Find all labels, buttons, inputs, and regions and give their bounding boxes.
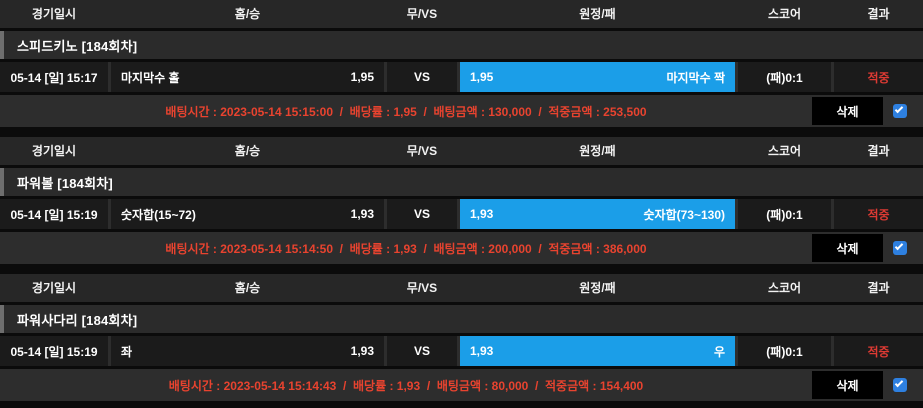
table-header: 경기일시 홈/승 무/VS 원정/패 스코어 결과 (0, 137, 923, 165)
away-pick-odds: 1,93 (470, 344, 494, 358)
match-row: 05-14 [일] 15:19 숫자합(15~72) 1,93 VS 1,93 … (0, 199, 923, 229)
column-header-score: 스코어 (738, 0, 831, 28)
away-pick-cell-selected[interactable]: 1,93 숫자합(73~130) (460, 199, 735, 229)
home-pick-cell[interactable]: 마지막수 홀 1,95 (111, 62, 384, 92)
bet-info-text: 배팅시간 : 2023-05-14 15:14:43 / 배당률 : 1,93 … (168, 378, 644, 393)
match-datetime: 05-14 [일] 15:19 (0, 199, 108, 229)
check-icon (894, 104, 904, 114)
column-header-away: 원정/패 (460, 274, 735, 302)
vs-cell: VS (387, 199, 457, 229)
bet-section-speedkeno: 경기일시 홈/승 무/VS 원정/패 스코어 결과 스피드키노 [184회차] … (0, 0, 923, 127)
away-pick-odds: 1,93 (470, 207, 494, 221)
home-pick-cell[interactable]: 숫자합(15~72) 1,93 (111, 199, 384, 229)
away-pick-label: 마지막수 짝 (666, 70, 725, 85)
home-pick-cell[interactable]: 좌 1,93 (111, 336, 384, 366)
column-header-result: 결과 (834, 137, 923, 165)
bet-section-powerball: 경기일시 홈/승 무/VS 원정/패 스코어 결과 파워볼 [184회차] 05… (0, 137, 923, 264)
column-header-away: 원정/패 (460, 0, 735, 28)
column-header-result: 결과 (834, 0, 923, 28)
column-header-score: 스코어 (738, 137, 831, 165)
score-cell: (패)0:1 (738, 62, 831, 92)
score-cell: (패)0:1 (738, 336, 831, 366)
vs-cell: VS (387, 62, 457, 92)
away-pick-odds: 1,95 (470, 70, 494, 84)
bet-info-row: 배팅시간 : 2023-05-14 15:14:50 / 배당률 : 1,93 … (0, 232, 923, 264)
result-badge: 적중 (834, 199, 923, 229)
match-datetime: 05-14 [일] 15:19 (0, 336, 108, 366)
match-datetime: 05-14 [일] 15:17 (0, 62, 108, 92)
bet-info-text: 배팅시간 : 2023-05-14 15:14:50 / 배당률 : 1,93 … (165, 241, 647, 256)
score-cell: (패)0:1 (738, 199, 831, 229)
home-pick-odds: 1,93 (350, 207, 374, 221)
column-header-result: 결과 (834, 274, 923, 302)
away-pick-label: 우 (713, 344, 725, 359)
bet-info-text: 배팅시간 : 2023-05-14 15:15:00 / 배당률 : 1,95 … (165, 104, 647, 119)
result-badge: 적중 (834, 62, 923, 92)
row-checkbox[interactable] (893, 241, 907, 255)
home-pick-odds: 1,95 (350, 70, 374, 84)
bet-info-row: 배팅시간 : 2023-05-14 15:15:00 / 배당률 : 1,95 … (0, 95, 923, 127)
bet-section-powerladder: 경기일시 홈/승 무/VS 원정/패 스코어 결과 파워사다리 [184회차] … (0, 274, 923, 401)
check-icon (894, 378, 904, 388)
delete-button[interactable]: 삭제 (812, 234, 883, 262)
column-header-draw: 무/VS (387, 0, 457, 28)
game-title: 스피드키노 [184회차] (17, 38, 138, 54)
home-pick-label: 숫자합(15~72) (121, 207, 196, 222)
home-pick-label: 마지막수 홀 (121, 70, 180, 85)
column-header-home: 홈/승 (111, 0, 384, 28)
row-checkbox[interactable] (893, 104, 907, 118)
column-header-draw: 무/VS (387, 274, 457, 302)
delete-button[interactable]: 삭제 (812, 97, 883, 125)
game-title-row: 스피드키노 [184회차] (0, 31, 923, 59)
column-header-home: 홈/승 (111, 137, 384, 165)
away-pick-cell-selected[interactable]: 1,93 우 (460, 336, 735, 366)
column-header-draw: 무/VS (387, 137, 457, 165)
result-badge: 적중 (834, 336, 923, 366)
game-title: 파워볼 [184회차] (17, 175, 113, 191)
column-header-score: 스코어 (738, 274, 831, 302)
column-header-datetime: 경기일시 (0, 0, 108, 28)
row-checkbox[interactable] (893, 378, 907, 392)
home-pick-odds: 1,93 (350, 344, 374, 358)
game-title-row: 파워볼 [184회차] (0, 168, 923, 196)
match-row: 05-14 [일] 15:17 마지막수 홀 1,95 VS 1,95 마지막수… (0, 62, 923, 92)
column-header-datetime: 경기일시 (0, 137, 108, 165)
table-header: 경기일시 홈/승 무/VS 원정/패 스코어 결과 (0, 0, 923, 28)
game-title: 파워사다리 [184회차] (17, 312, 138, 328)
check-icon (894, 241, 904, 251)
home-pick-label: 좌 (121, 344, 133, 359)
bet-info-row: 배팅시간 : 2023-05-14 15:14:43 / 배당률 : 1,93 … (0, 369, 923, 401)
vs-cell: VS (387, 336, 457, 366)
away-pick-cell-selected[interactable]: 1,95 마지막수 짝 (460, 62, 735, 92)
column-header-datetime: 경기일시 (0, 274, 108, 302)
away-pick-label: 숫자합(73~130) (643, 207, 726, 222)
table-header: 경기일시 홈/승 무/VS 원정/패 스코어 결과 (0, 274, 923, 302)
delete-button[interactable]: 삭제 (812, 371, 883, 399)
match-row: 05-14 [일] 15:19 좌 1,93 VS 1,93 우 (패)0:1 … (0, 336, 923, 366)
column-header-away: 원정/패 (460, 137, 735, 165)
game-title-row: 파워사다리 [184회차] (0, 305, 923, 333)
column-header-home: 홈/승 (111, 274, 384, 302)
